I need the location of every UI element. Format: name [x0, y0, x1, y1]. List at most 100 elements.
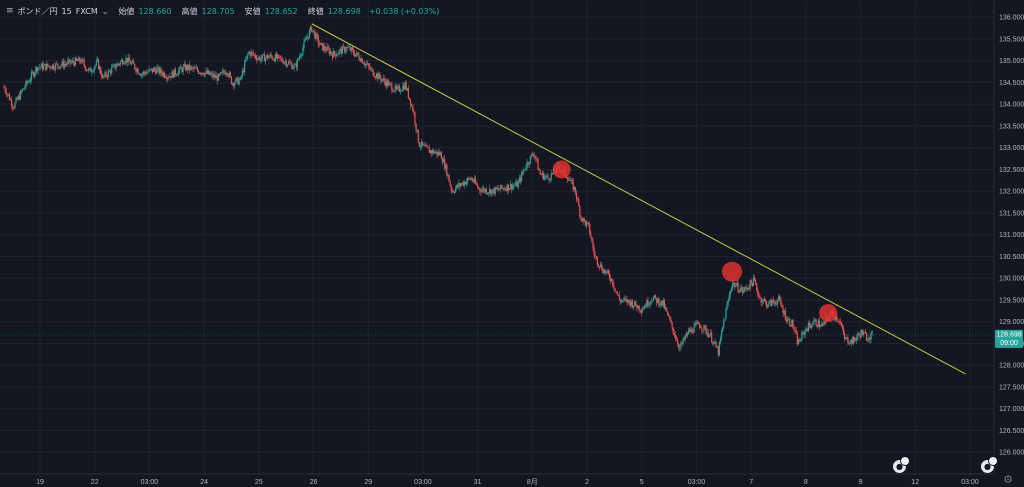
- candle-body: [411, 105, 413, 107]
- trendline[interactable]: [311, 23, 966, 375]
- candle-body: [364, 63, 367, 65]
- candle-body: [761, 301, 763, 303]
- candle-body: [314, 31, 316, 39]
- candle-body: [748, 287, 750, 289]
- candle-body: [36, 67, 38, 72]
- candle-body: [715, 341, 717, 348]
- candle-body: [22, 88, 24, 92]
- candle-body: [260, 58, 262, 62]
- candle-body: [850, 339, 852, 344]
- candle-body: [541, 172, 544, 176]
- candle-body: [468, 177, 470, 179]
- candle-body: [526, 162, 528, 168]
- candle-body: [446, 164, 448, 176]
- candle-body: [330, 51, 333, 54]
- candle-body: [837, 320, 839, 322]
- candle-body: [845, 337, 847, 340]
- candle-body: [852, 337, 855, 344]
- candle-body: [718, 342, 720, 356]
- candle-body: [734, 282, 736, 288]
- candle-body: [404, 82, 406, 90]
- candle-body: [360, 58, 362, 62]
- menu-icon[interactable]: ≡: [6, 6, 14, 16]
- candle-body: [470, 178, 472, 180]
- candle-body: [848, 343, 850, 344]
- drawings[interactable]: [0, 23, 993, 375]
- price-tick-label: 134.000: [999, 102, 1024, 109]
- candle-body: [746, 287, 748, 290]
- candle-body: [723, 320, 725, 327]
- candle-body: [775, 303, 778, 305]
- candle-body: [804, 329, 806, 335]
- gear-icon[interactable]: ⚙: [1003, 473, 1013, 486]
- candle-body: [307, 37, 309, 38]
- candle-body: [575, 192, 578, 199]
- candle-body: [847, 337, 849, 344]
- candle-body: [444, 159, 446, 169]
- candle-body: [752, 277, 755, 286]
- candle-body: [180, 66, 182, 69]
- candle-body: [681, 342, 683, 344]
- candle-body: [275, 54, 278, 59]
- candle-body: [3, 86, 5, 88]
- symbol-name[interactable]: ポンド／円: [17, 6, 58, 16]
- candle-body: [71, 60, 73, 63]
- candle-body: [660, 300, 662, 305]
- candle-body: [402, 85, 404, 91]
- candle-body: [680, 342, 682, 348]
- candle-body: [188, 64, 190, 70]
- candle-body: [92, 71, 94, 73]
- candle-body: [16, 98, 18, 100]
- candle-body: [56, 63, 58, 65]
- candle-body: [319, 43, 322, 45]
- candle-body: [767, 305, 769, 307]
- candle-body: [425, 145, 427, 147]
- candle-body: [818, 320, 820, 327]
- candle-body: [183, 64, 185, 67]
- candle-body: [234, 82, 236, 86]
- candle-body: [359, 59, 361, 62]
- candle-body: [462, 182, 464, 186]
- candle-body: [641, 309, 644, 313]
- candle-body: [209, 74, 212, 75]
- candle-body: [490, 189, 492, 195]
- price-tick-label: 132.000: [999, 189, 1024, 196]
- source-label[interactable]: FXCM: [75, 6, 98, 16]
- alert-icon[interactable]: ●: [981, 456, 998, 473]
- candle-body: [817, 320, 819, 327]
- candle-body: [408, 97, 411, 100]
- candle-body: [81, 58, 83, 63]
- time-tick-label: 2: [585, 479, 589, 486]
- candle-body: [357, 52, 359, 56]
- candle-body: [645, 305, 647, 307]
- candle-body: [714, 341, 716, 343]
- candle-body: [196, 67, 199, 71]
- time-tick-label: 22: [91, 479, 99, 486]
- candle-body: [306, 37, 308, 39]
- price-axis[interactable]: 136.000 135.500 135.000 134.500 134.000 133.5…: [999, 15, 1024, 457]
- candle-body: [504, 188, 506, 190]
- candle-body: [396, 87, 399, 89]
- candle-body: [150, 68, 152, 70]
- candle-body: [14, 102, 16, 109]
- time-axis[interactable]: 19 22 03:00 24 25 26 29 03:00 31 8月 2 5 03:00 7 8 9 12 03…: [36, 478, 979, 486]
- candle-body: [237, 77, 239, 85]
- candle-body: [566, 176, 568, 179]
- candle-body: [44, 63, 46, 66]
- candle-body: [542, 172, 545, 180]
- interval-label[interactable]: 15: [61, 6, 72, 16]
- candle-body: [518, 177, 520, 182]
- candle-body: [312, 30, 314, 32]
- candle-body: [326, 46, 328, 52]
- candle-body: [171, 71, 173, 78]
- candle-body: [866, 333, 868, 341]
- price-tick-label: 127.000: [999, 406, 1024, 413]
- candle-body: [11, 99, 13, 107]
- candle-body: [717, 347, 719, 356]
- candle-body: [193, 67, 195, 69]
- chevron-down-icon[interactable]: ⌄: [101, 6, 109, 16]
- alert-icon[interactable]: ●: [893, 456, 910, 473]
- candle-body: [617, 294, 619, 296]
- candle-body: [634, 301, 636, 306]
